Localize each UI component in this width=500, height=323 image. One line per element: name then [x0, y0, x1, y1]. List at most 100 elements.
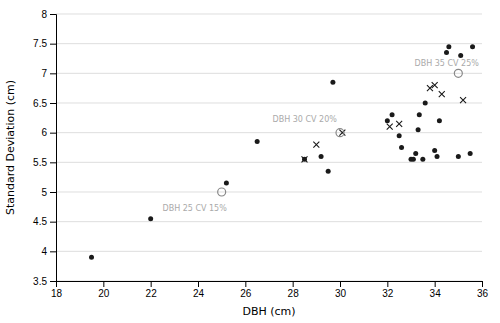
- tick-mark: [435, 281, 436, 287]
- tick: 7.5: [33, 38, 56, 49]
- cross-point: [313, 142, 319, 148]
- dot-point: [385, 118, 390, 123]
- tick: 3.5: [33, 276, 56, 287]
- tick-mark: [482, 281, 483, 287]
- dot-point: [89, 255, 94, 260]
- tick-label: 4: [41, 246, 47, 257]
- dot-point: [432, 148, 437, 153]
- tick: 6: [41, 127, 56, 138]
- annotation: DBH 35 CV 25%: [415, 59, 480, 68]
- tick: 30: [335, 281, 347, 299]
- grid: [56, 14, 482, 281]
- tick-label: 18: [51, 288, 63, 299]
- tick: 5: [41, 187, 56, 198]
- tick: 36: [477, 281, 489, 299]
- dot-point: [399, 145, 404, 150]
- tick-label: 8: [41, 9, 47, 20]
- annotation: DBH 25 CV 15%: [163, 204, 228, 213]
- tick-label: 30: [335, 288, 347, 299]
- grid-line: [56, 251, 482, 252]
- chart: 18 20 22 24 26 28 30 32 34 36 3.5 4 4.5 5 5.5 6 6.5 7 7.5 8…: [0, 0, 500, 323]
- dot-point: [470, 44, 475, 49]
- grid-line: [56, 14, 482, 15]
- tick-label: 6: [41, 127, 47, 138]
- grid-line: [56, 162, 482, 163]
- tick: 32: [382, 281, 394, 299]
- series: [218, 69, 463, 196]
- tick-label: 7: [41, 68, 47, 79]
- dot-point: [423, 101, 428, 106]
- tick-label: 24: [193, 288, 205, 299]
- tick: 26: [240, 281, 252, 299]
- open-circle-point: [454, 69, 462, 77]
- tick: 5.5: [33, 157, 56, 168]
- tick-label: 20: [98, 288, 110, 299]
- dot-point: [330, 80, 335, 85]
- tick-label: 32: [382, 288, 394, 299]
- annotations: DBH 25 CV 15%DBH 30 CV 20%DBH 35 CV 25%: [163, 59, 480, 213]
- tick: 6.5: [33, 98, 56, 109]
- tick-mark: [151, 281, 152, 287]
- cross-point: [439, 91, 445, 97]
- tick: 7: [41, 68, 56, 79]
- dot-point: [446, 44, 451, 49]
- tick-label: 36: [477, 288, 489, 299]
- dot-point: [255, 139, 260, 144]
- grid-line: [56, 192, 482, 193]
- tick-mark: [387, 281, 388, 287]
- dot-point: [417, 112, 422, 117]
- tick-mark: [245, 281, 246, 287]
- cross-point: [396, 121, 402, 127]
- tick-label: 5.5: [33, 157, 47, 168]
- tick: 18: [51, 281, 63, 299]
- dot-point: [444, 50, 449, 55]
- tick-label: 28: [288, 288, 300, 299]
- dot-point: [148, 216, 153, 221]
- plot-area: [89, 44, 475, 260]
- tick-label: 26: [240, 288, 252, 299]
- dot-point: [390, 112, 395, 117]
- tick-label: 7.5: [33, 38, 47, 49]
- tick-mark: [50, 14, 56, 15]
- open-circle-point: [218, 188, 226, 196]
- tick: 28: [288, 281, 300, 299]
- grid-line: [56, 132, 482, 133]
- tick-mark: [50, 103, 56, 104]
- tick-mark: [340, 281, 341, 287]
- tick-label: 5: [41, 187, 47, 198]
- dot-point: [224, 181, 229, 186]
- dot-point: [326, 169, 331, 174]
- tick-label: 3.5: [33, 276, 47, 287]
- tick-mark: [50, 73, 56, 74]
- tick-mark: [103, 281, 104, 287]
- tick: 20: [98, 281, 110, 299]
- cross-point: [432, 82, 438, 88]
- tick: 34: [430, 281, 442, 299]
- tick-mark: [50, 44, 56, 45]
- tick: 8: [41, 9, 56, 20]
- y-axis-line: [50, 15, 57, 282]
- dot-point: [456, 154, 461, 159]
- tick: 4.5: [33, 216, 56, 227]
- tick: 24: [193, 281, 205, 299]
- tick: 4: [41, 246, 56, 257]
- tick-mark: [50, 222, 56, 223]
- tick-label: 34: [430, 288, 442, 299]
- cross-point: [387, 124, 393, 130]
- cross-point: [460, 97, 466, 103]
- tick-mark: [50, 281, 56, 282]
- dot-point: [411, 157, 416, 162]
- tick-mark: [50, 133, 56, 134]
- dot-point: [437, 118, 442, 123]
- tick-mark: [293, 281, 294, 287]
- tick-label: 4.5: [33, 216, 47, 227]
- tick-label: 6.5: [33, 98, 47, 109]
- tick-label: 22: [146, 288, 158, 299]
- tick-mark: [50, 251, 56, 252]
- tick-mark: [198, 281, 199, 287]
- dot-point: [468, 151, 473, 156]
- dot-point: [435, 154, 440, 159]
- grid-line: [56, 221, 482, 222]
- grid-line: [56, 103, 482, 104]
- grid-line: [56, 73, 482, 74]
